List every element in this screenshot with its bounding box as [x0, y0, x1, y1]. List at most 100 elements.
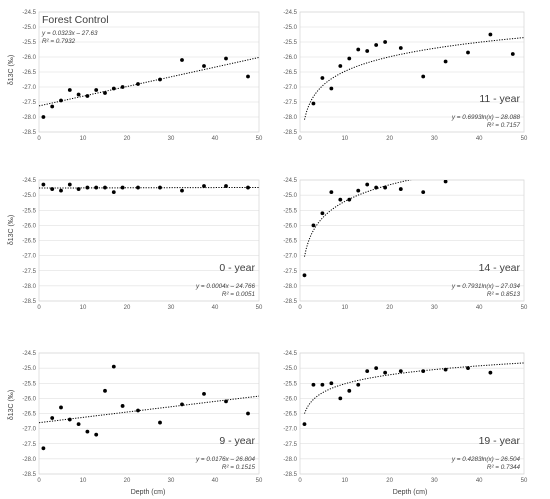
panel-5-ytick-label: -28.5: [22, 472, 36, 478]
panel-4-ytick-label: -25.0: [283, 193, 297, 199]
panel-2-r2: R² = 0.7157: [487, 122, 521, 129]
panel-6-ytick-label: -24.5: [283, 351, 297, 357]
panel-2-point: [421, 74, 426, 79]
panel-6-ytick-label: -28.5: [283, 472, 297, 478]
panel-6-point: [443, 367, 448, 372]
panel-1-trendline: [39, 56, 259, 107]
panel-4-point: [347, 197, 352, 202]
xlabel-left: Depth (cm): [131, 489, 166, 496]
panel-6: -24.5 -25.0 -25.5 -26.0 -26.5 -27.0 -27.5 -28.0…: [283, 351, 528, 484]
panel-4-ytick-label: -26.5: [283, 239, 297, 245]
panel-4-ytick-label: -27.5: [283, 269, 297, 275]
panel-3-ytick-label: -26.0: [22, 223, 36, 229]
panel-6-point: [466, 366, 470, 371]
panel-5-point: [224, 399, 228, 404]
panel-5-ytick-label: -25.0: [22, 366, 36, 372]
panel-3-trendline: [39, 186, 259, 189]
panel-5-r2: R² = 0.1515: [222, 464, 256, 471]
panel-1-ytick-label: -28.5: [22, 130, 36, 136]
panel-3-point: [111, 190, 116, 195]
panel-4-ytick-label: -24.5: [283, 178, 297, 184]
ylabel-row3: δ13C (‰): [8, 390, 15, 420]
panel-5-frame: [38, 352, 260, 475]
panel-2-xtick-label: 20: [386, 136, 393, 142]
panel-1-point: [59, 98, 63, 103]
panel-6-point: [311, 382, 316, 387]
panel-2-point: [329, 86, 334, 91]
panel-3-point: [158, 185, 162, 190]
panel-6-xtick-label: 50: [521, 478, 528, 484]
panel-2-ytick-label: -28.5: [283, 130, 297, 136]
panel-6-trendline: [304, 362, 524, 414]
panel-5-trendline: [39, 395, 259, 424]
panel-6-point: [488, 370, 493, 375]
panel-1-point: [103, 91, 107, 95]
panel-6-point: [374, 366, 379, 371]
panel-1-point: [180, 58, 184, 62]
panel-1-xtick-label: 40: [212, 136, 219, 142]
panel-4-ytick-label: -28.5: [283, 299, 297, 305]
panel-5-xtick-label: 0: [37, 478, 41, 484]
panel-2-ytick-label: -28.0: [283, 115, 297, 121]
panel-6-ytick-label: -25.0: [283, 366, 297, 372]
panel-4-point: [398, 187, 403, 191]
panel-5-equation: y = 0.0176x – 26.804: [195, 456, 255, 463]
panel-6-frame: [299, 352, 525, 475]
panel-2-point: [383, 40, 388, 44]
panel-2-trendline: [303, 37, 524, 120]
panel-6-point: [383, 370, 388, 375]
panel-5-title: 9 - year: [219, 435, 255, 447]
panel-4-xtick-label: 50: [521, 305, 528, 311]
panel-3-point: [76, 187, 81, 191]
panel-6-point: [302, 422, 307, 426]
panel-6-xtick-label: 10: [341, 478, 348, 484]
panel-6-ytick-label: -28.0: [283, 457, 297, 463]
panel-6-ytick-label: -25.5: [283, 381, 297, 387]
panel-1-point: [76, 92, 81, 97]
panel-2-ytick-label: -24.5: [283, 10, 297, 16]
panel-3-ytick-label: -26.5: [22, 239, 36, 245]
panel-5-xtick-label: 50: [256, 478, 263, 484]
ylabel-row2: δ13C (‰): [8, 215, 15, 245]
panel-2-xtick-label: 40: [476, 136, 483, 142]
panel-5-point: [246, 411, 250, 416]
panel-1-r2: R² = 0.7932: [42, 38, 76, 45]
panel-5-xtick-label: 40: [212, 478, 219, 484]
panel-3-point: [136, 185, 140, 190]
panel-4-ytick-label: -27.0: [283, 254, 297, 260]
panel-2-ytick-label: -25.0: [283, 25, 297, 31]
panel-4-xtick-label: 30: [431, 305, 438, 311]
panel-1-xtick-label: 20: [124, 136, 131, 142]
panel-4-point: [365, 182, 370, 187]
panel-2-xtick-label: 50: [521, 136, 528, 142]
panel-4-point: [356, 188, 361, 193]
panel-6-point: [421, 369, 426, 374]
panel-6-point: [329, 381, 334, 386]
panel-1-point: [202, 64, 206, 68]
panel-5-ytick-label: -28.0: [22, 457, 36, 463]
panel-1-frame: [38, 11, 260, 133]
panel-5-point: [50, 416, 55, 420]
panel-5-ytick-label: -27.5: [22, 442, 36, 448]
panel-2-ytick-label: -27.0: [283, 85, 297, 91]
panel-6-ytick-label: -27.5: [283, 442, 297, 448]
panel-3-r2: R² = 0.0051: [222, 291, 255, 298]
ylabel-row1: δ13C (‰): [8, 55, 15, 85]
panel-3-point: [67, 182, 72, 187]
panel-3-xtick-label: 40: [212, 305, 219, 311]
panel-3-ytick-label: -28.5: [22, 299, 36, 305]
panel-3-ytick-label: -24.5: [22, 178, 36, 184]
panel-4-xtick-label: 20: [386, 305, 393, 311]
panel-1-point: [111, 86, 116, 91]
panel-6-point: [320, 382, 325, 387]
panel-3-xtick-label: 10: [80, 305, 87, 311]
panel-1-xtick-label: 0: [37, 136, 41, 142]
panel-5-point: [111, 364, 116, 369]
panel-6-xtick-label: 20: [386, 478, 393, 484]
panel-3-ytick-label: -25.0: [22, 193, 36, 199]
panel-2-point: [443, 59, 448, 64]
panel-5-point: [136, 408, 140, 413]
panel-3-point: [41, 182, 46, 187]
panel-1-equation: y = 0.0323x – 27.63: [41, 30, 98, 37]
panel-6-xtick-label: 40: [476, 478, 483, 484]
